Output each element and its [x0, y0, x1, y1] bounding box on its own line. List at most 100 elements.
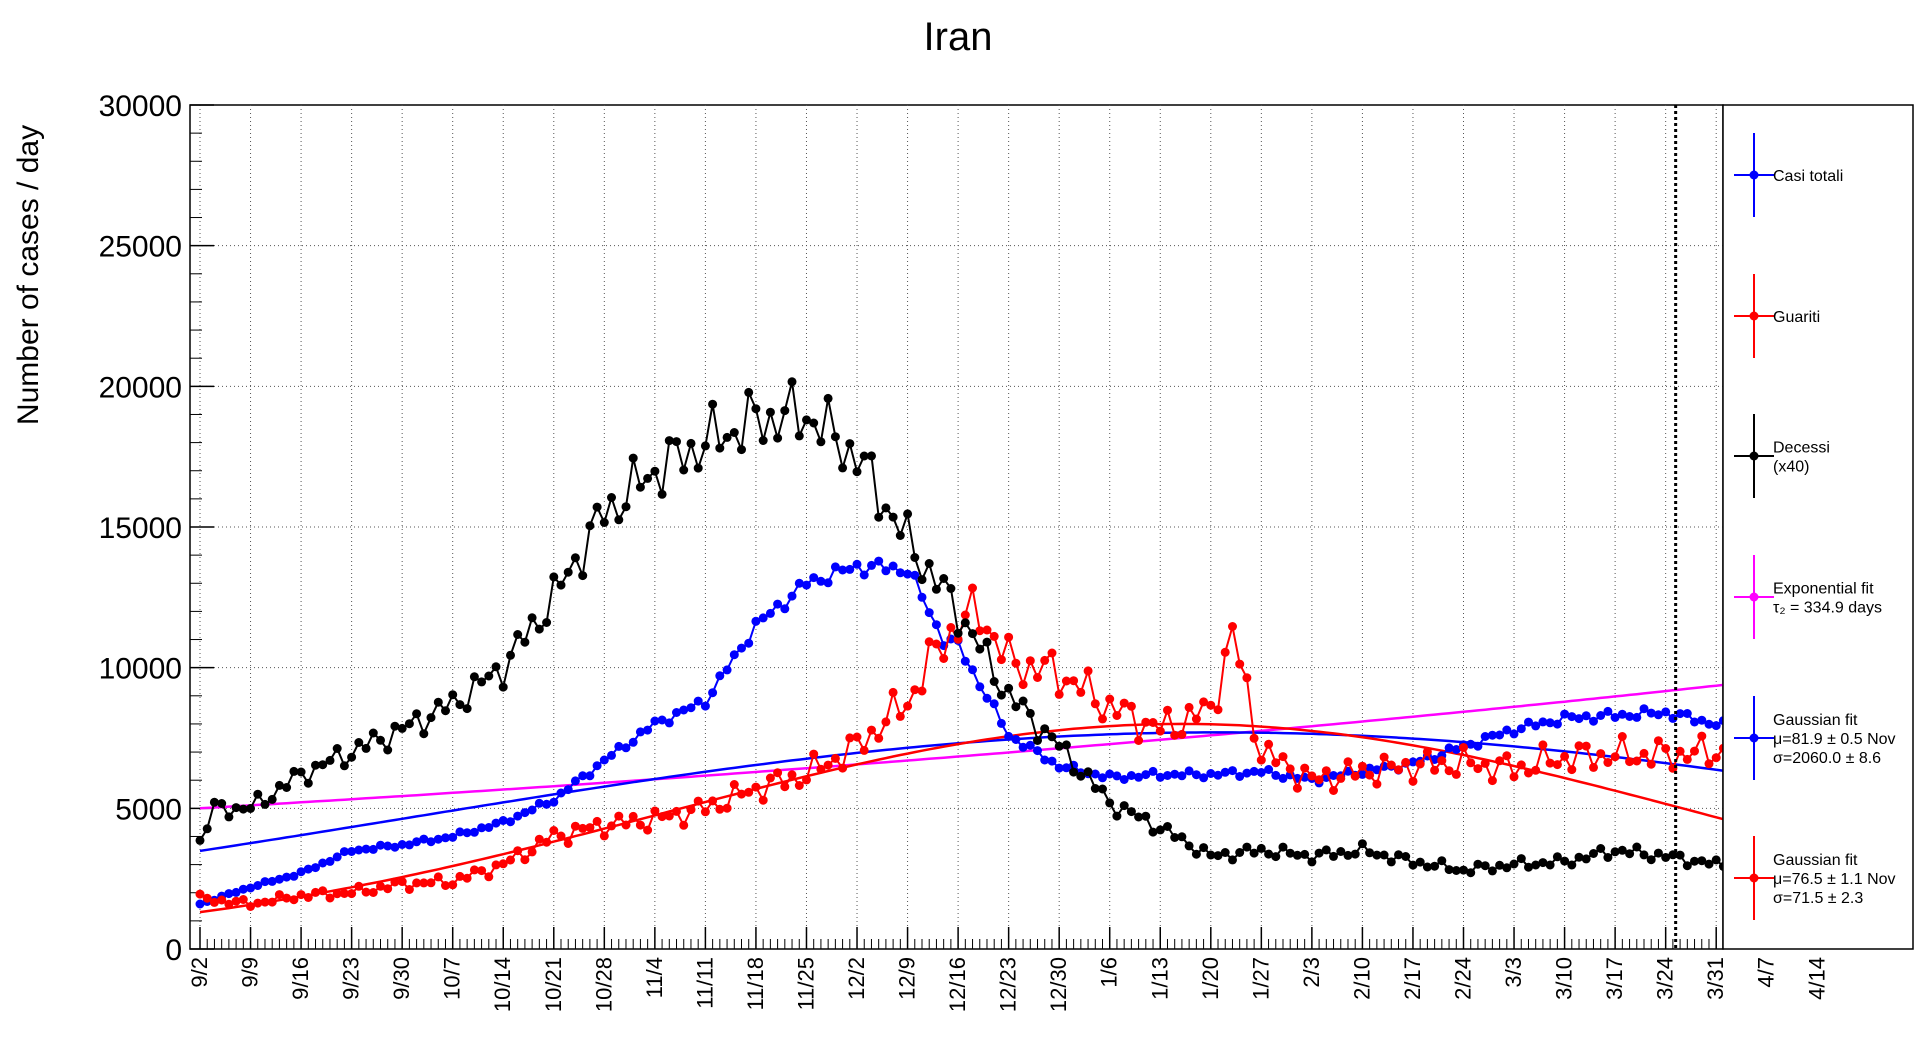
legend-label: Casi totali	[1773, 168, 1843, 185]
data-point	[867, 725, 876, 735]
data-point	[1415, 759, 1425, 769]
data-point	[1105, 798, 1115, 808]
data-point	[989, 631, 999, 641]
x-tick-label: 3/3	[1501, 957, 1526, 988]
data-point	[549, 572, 559, 582]
data-point	[960, 656, 970, 666]
data-point	[520, 808, 530, 818]
data-point	[1090, 769, 1100, 779]
data-point	[311, 760, 320, 770]
data-point	[1357, 839, 1367, 849]
data-point	[1054, 763, 1064, 773]
legend-label: Guariti	[1773, 309, 1820, 326]
data-point	[1516, 724, 1526, 734]
data-point	[592, 502, 602, 512]
data-point	[1134, 736, 1144, 745]
data-point	[722, 432, 732, 442]
data-point	[1141, 717, 1151, 727]
data-point	[513, 630, 523, 639]
data-point	[621, 743, 631, 753]
data-point	[852, 732, 862, 742]
data-point	[1004, 731, 1014, 741]
data-point	[1711, 721, 1721, 731]
x-tick-label: 3/24	[1653, 957, 1678, 1000]
data-point	[1336, 773, 1346, 783]
data-point	[1473, 764, 1483, 774]
data-point	[968, 629, 977, 639]
data-point	[1321, 766, 1331, 776]
data-point	[1451, 769, 1461, 779]
data-point	[1292, 783, 1302, 793]
data-point	[1155, 772, 1165, 782]
data-point	[1242, 842, 1252, 852]
data-point	[484, 671, 494, 681]
data-point	[491, 818, 501, 828]
data-point	[513, 811, 523, 821]
x-tick-label: 3/17	[1602, 957, 1627, 1000]
legend-label: μ=76.5 ± 1.1 Nov	[1773, 871, 1896, 888]
data-point	[1329, 786, 1338, 795]
data-point	[1401, 757, 1411, 767]
data-point	[289, 766, 299, 776]
data-point	[1090, 784, 1100, 793]
data-point	[549, 797, 559, 807]
data-point	[1199, 773, 1209, 783]
data-point	[1163, 705, 1172, 715]
data-point	[1603, 853, 1613, 862]
data-point	[224, 812, 234, 822]
data-point	[404, 719, 414, 729]
series-line	[199, 559, 1789, 905]
data-point	[383, 884, 393, 894]
legend-marker	[1749, 592, 1759, 602]
data-point	[282, 893, 292, 903]
data-point	[1603, 706, 1613, 716]
x-tick-label: 11/25	[793, 957, 818, 1010]
x-tick-label: 2/3	[1299, 957, 1324, 988]
data-point	[246, 902, 255, 911]
data-point	[1610, 847, 1620, 857]
data-point	[657, 489, 667, 499]
data-point	[267, 876, 277, 886]
data-point	[1653, 848, 1663, 858]
data-point	[1401, 852, 1411, 861]
data-point	[404, 885, 414, 894]
data-point	[1365, 763, 1375, 773]
data-point	[246, 883, 255, 893]
data-point	[513, 846, 523, 856]
data-point	[1690, 717, 1699, 727]
data-point	[556, 831, 566, 841]
data-point	[1459, 865, 1468, 875]
data-point	[1307, 771, 1317, 781]
data-point	[802, 775, 811, 785]
data-point	[477, 677, 487, 687]
data-point	[1704, 719, 1714, 729]
plot-frame	[189, 104, 1724, 950]
data-point	[895, 531, 905, 540]
data-point	[368, 888, 378, 897]
data-point	[1682, 861, 1692, 871]
data-point	[1386, 857, 1396, 867]
data-point	[657, 715, 667, 725]
data-point	[1466, 758, 1476, 768]
x-tick-label: 1/20	[1198, 957, 1223, 1000]
data-point	[816, 437, 826, 447]
data-point	[758, 795, 768, 805]
data-point	[643, 473, 653, 483]
data-point	[397, 877, 407, 887]
data-point	[202, 824, 212, 834]
data-point	[1213, 770, 1223, 780]
data-point	[1271, 758, 1281, 768]
data-point	[628, 811, 638, 821]
data-point	[592, 816, 602, 826]
data-point	[1538, 740, 1548, 750]
data-point	[607, 821, 616, 831]
data-point	[1040, 755, 1050, 765]
data-point	[325, 856, 335, 866]
data-point	[397, 840, 407, 849]
data-point	[1264, 849, 1274, 859]
data-point	[1134, 812, 1144, 822]
data-point	[809, 749, 819, 759]
data-point	[1574, 852, 1584, 862]
data-point	[325, 755, 335, 765]
data-point	[874, 733, 884, 743]
